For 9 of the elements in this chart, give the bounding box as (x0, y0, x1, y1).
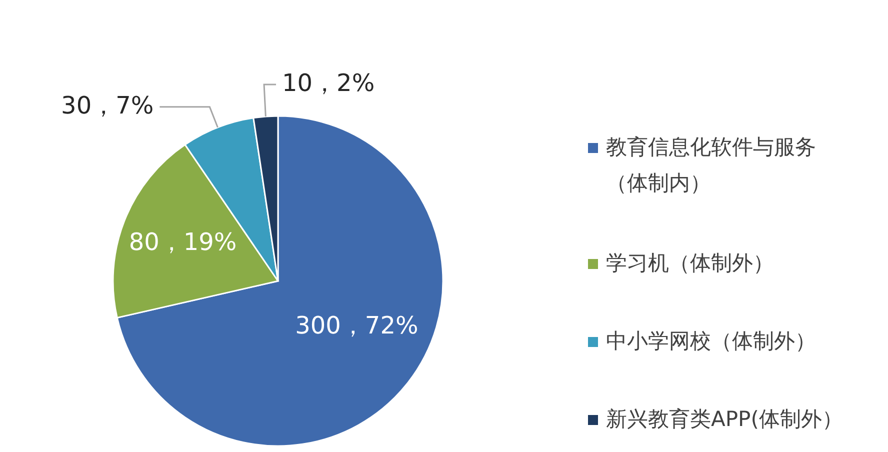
data-label: 80，19% (128, 228, 237, 256)
data-label: 30，7% (61, 91, 154, 120)
data-label: 10，2% (282, 69, 375, 98)
legend-label: 新兴教育类APP(体制外） (606, 406, 843, 431)
legend-label: 中小学网校（体制外） (606, 328, 816, 353)
data-label: 300，72% (295, 311, 418, 340)
legend-label: 教育信息化软件与服务（体制内） (606, 134, 816, 195)
pie-slice (116, 115, 444, 446)
legend-label: 学习机（体制外） (606, 250, 774, 275)
